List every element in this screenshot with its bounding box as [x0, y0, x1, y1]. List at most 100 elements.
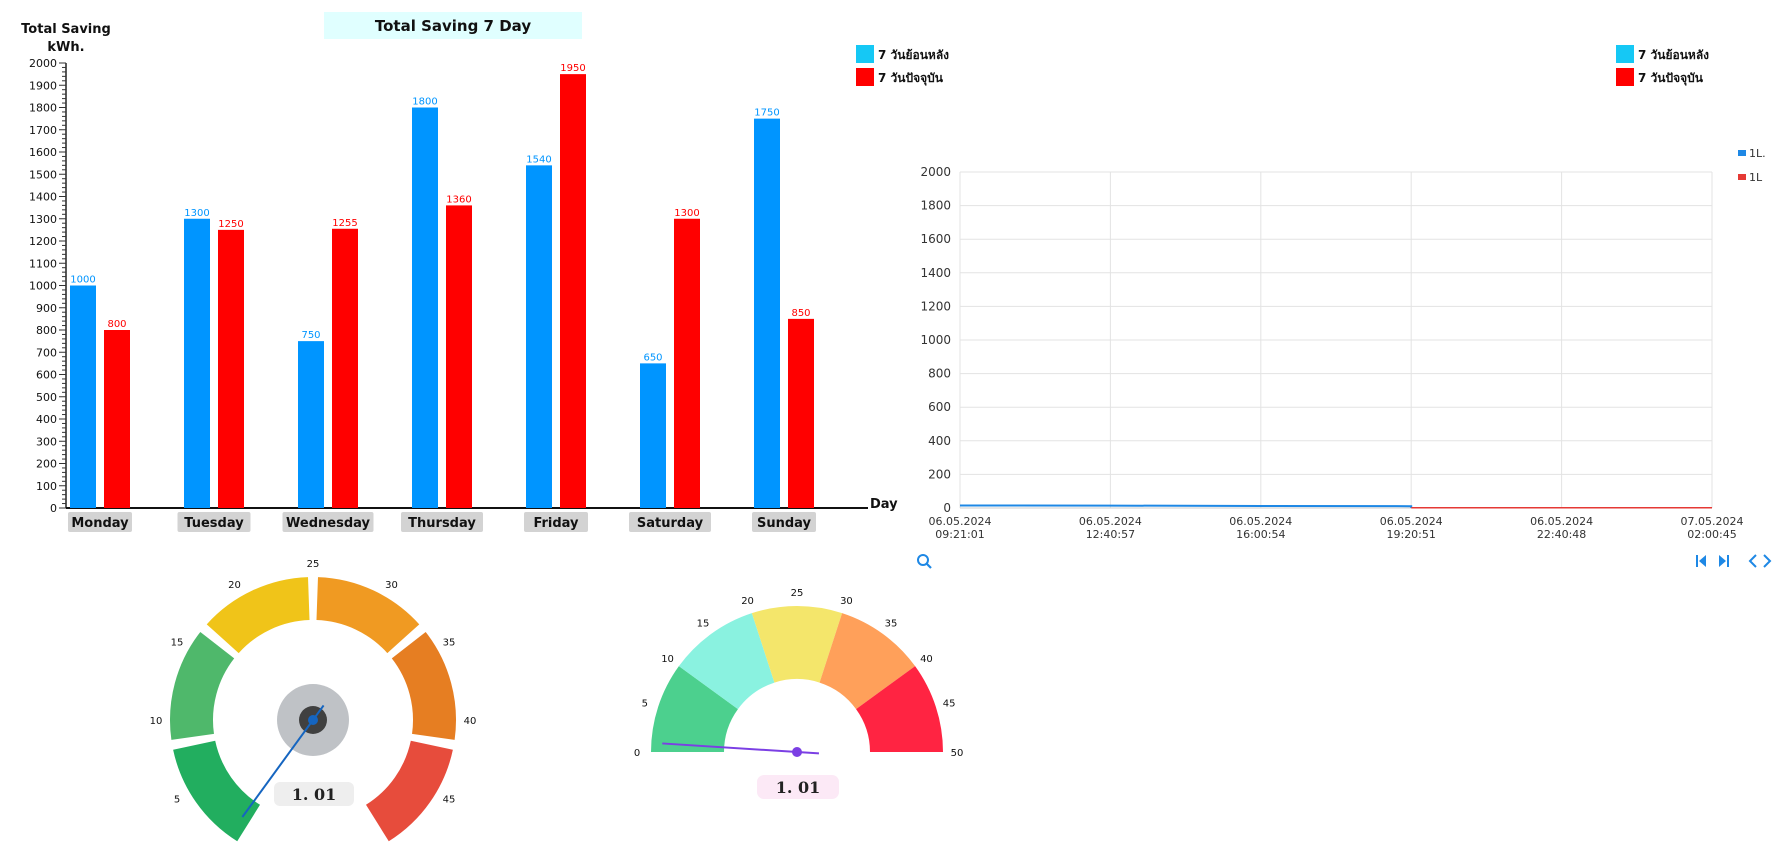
bar-y-tick-label: 0 [50, 502, 57, 515]
bar-y-tick-label: 2000 [29, 57, 57, 70]
bar-y-tick-label: 1600 [29, 146, 57, 159]
jump-first-button[interactable] [1696, 555, 1706, 567]
skip-first-icon-bar [1696, 555, 1698, 567]
gauge-2-ticks: 0 5 10 15 20 25 30 35 40 45 50 [634, 588, 964, 759]
line-legend-item[interactable]: 1L [1738, 171, 1763, 184]
bar-y-tick-label: 1900 [29, 79, 57, 92]
skip-last-icon [1719, 555, 1726, 567]
bar [298, 341, 324, 508]
search-icon [917, 554, 929, 566]
bar-data-label: 1300 [674, 208, 699, 219]
line-x-tick-date: 06.05.2024 [1229, 515, 1292, 528]
gauge-1-segment [365, 740, 453, 842]
legend-item[interactable]: 7 วันปัจจุบัน [1616, 68, 1704, 86]
legend-top-right: 7 วันย้อนหลัง 7 วันปัจจุบัน [1616, 45, 1709, 86]
legend-top-left: 7 วันย้อนหลัง 7 วันปัจจุบัน [856, 45, 949, 86]
bar-data-label: 1360 [446, 194, 471, 205]
gauge-1-tick-label: 40 [464, 716, 477, 727]
skip-first-icon [1699, 555, 1706, 567]
bar-data-label: 1950 [560, 63, 585, 74]
chevron-left-icon [1748, 554, 1757, 568]
gauge-1-segment [391, 631, 457, 740]
line-legend-label: 1L. [1749, 147, 1766, 160]
line-legend-item[interactable]: 1L. [1738, 147, 1766, 160]
legend-item[interactable]: 7 วันย้อนหลัง [1616, 45, 1709, 63]
category-label: Monday [71, 516, 129, 531]
gauge-2-segments [651, 606, 943, 752]
gauge-2: 0 5 10 15 20 25 30 35 40 45 50 1. 01 [634, 588, 964, 799]
gauge-1-tick-label: 5 [174, 795, 180, 806]
gauge-1-tick-label: 15 [171, 638, 184, 649]
bar-y-tick-label: 600 [36, 369, 57, 382]
bar-y-tick-label: 1800 [29, 102, 57, 115]
bar-y-tick-label: 1100 [29, 257, 57, 270]
bar-chart-ylabel-line2: kWh. [47, 40, 84, 55]
bar-y-tick-label: 1000 [29, 280, 57, 293]
bar-chart-title: Total Saving 7 Day [375, 17, 531, 35]
category-label-bg [282, 512, 374, 532]
bar-data-label: 1000 [70, 275, 95, 286]
gauge-2-tick-label: 40 [920, 654, 933, 665]
next-button[interactable] [1763, 554, 1772, 568]
line-chart: 0 200 400 600 800 1000 1200 1400 1600 1800 2000 06.… [920, 147, 1765, 541]
gauge-2-tick-label: 20 [741, 596, 754, 607]
category-label: Saturday [637, 516, 704, 531]
legend-swatch [856, 68, 874, 86]
legend-item[interactable]: 7 วันปัจจุบัน [856, 68, 944, 86]
line-y-tick-label: 2000 [920, 165, 951, 179]
gauge-2-tick-label: 0 [634, 748, 640, 759]
legend-label: 7 วันย้อนหลัง [1638, 48, 1709, 62]
legend-swatch [1616, 68, 1634, 86]
line-x-tick-time: 22:40:48 [1537, 528, 1586, 541]
bar-y-tick-label: 1200 [29, 235, 57, 248]
gauge-2-tick-label: 5 [642, 699, 648, 710]
bar-data-label: 650 [643, 352, 662, 363]
legend-label: 7 วันปัจจุบัน [1638, 71, 1704, 86]
previous-button[interactable] [1748, 554, 1757, 568]
line-legend-label: 1L [1749, 171, 1763, 184]
line-x-tick-time: 02:00:45 [1687, 528, 1736, 541]
bar-chart-ylabel-line1: Total Saving [21, 22, 111, 37]
gauge-1-tick-label: 30 [385, 580, 398, 591]
bar-y-tick-label: 300 [36, 435, 57, 448]
legend-label: 7 วันปัจจุบัน [878, 71, 944, 86]
category-label: Sunday [757, 516, 812, 531]
bar [640, 363, 666, 508]
search-icon-handle [926, 563, 932, 569]
gauge-1-segment [170, 631, 235, 740]
gauge-2-tick-label: 45 [943, 699, 956, 710]
bar-data-label: 1255 [332, 218, 357, 229]
bar-data-label: 1540 [526, 154, 551, 165]
line-y-tick-label: 200 [928, 467, 951, 481]
line-y-tick-label: 1000 [920, 333, 951, 347]
bar-y-tick-label: 200 [36, 458, 57, 471]
bar [560, 74, 586, 508]
zoom-button[interactable] [917, 554, 932, 569]
gauge-2-tick-label: 10 [661, 654, 674, 665]
bar-chart: Total Saving 7 Day Total Saving kWh. Day… [21, 12, 898, 532]
line-y-tick-label: 400 [928, 434, 951, 448]
gauge-1-segment [316, 577, 420, 654]
chevron-right-icon [1763, 554, 1772, 568]
bar-y-tick-label: 100 [36, 480, 57, 493]
gauge-2-segment [678, 613, 775, 710]
gauge-2-readout: 1. 01 [776, 778, 821, 797]
bar-data-label: 800 [107, 319, 126, 330]
line-x-tick-date: 06.05.2024 [1079, 515, 1142, 528]
gauge-1-readout: 1. 01 [292, 785, 337, 804]
bar [526, 165, 552, 508]
gauge-1-tick-label: 20 [228, 580, 241, 591]
gauge-2-readout-bg [757, 775, 839, 799]
line-y-tick-label: 1600 [920, 232, 951, 246]
gauge-2-segment [856, 666, 943, 752]
jump-last-button[interactable] [1719, 555, 1729, 567]
bar-data-label: 850 [791, 308, 810, 319]
gauge-1-tick-label: 35 [443, 638, 456, 649]
gauge-2-segment [819, 613, 916, 710]
line-y-tick-label: 0 [943, 501, 951, 515]
gauge-2-needle-pivot [792, 747, 802, 757]
bar-y-tick-label: 900 [36, 302, 57, 315]
legend-item[interactable]: 7 วันย้อนหลัง [856, 45, 949, 63]
bar-chart-marks: 1000 800 1300 1250 750 1255 1800 1360 1540 1950 65… [70, 63, 814, 508]
